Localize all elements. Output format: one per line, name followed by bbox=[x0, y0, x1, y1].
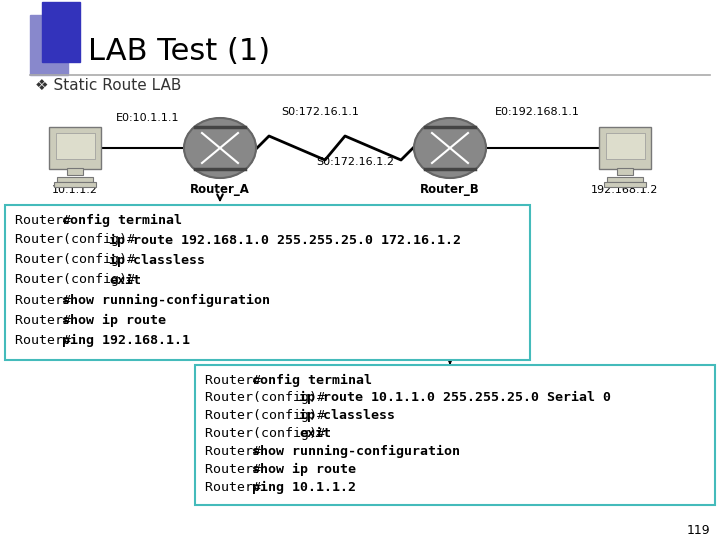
Text: Router(config)#: Router(config)# bbox=[205, 427, 333, 440]
Text: E0:192.168.1.1: E0:192.168.1.1 bbox=[495, 107, 580, 117]
Text: 119: 119 bbox=[686, 523, 710, 537]
FancyBboxPatch shape bbox=[5, 205, 530, 360]
Text: Router#: Router# bbox=[205, 374, 269, 387]
Bar bbox=[42, 2, 80, 62]
Ellipse shape bbox=[414, 118, 486, 178]
Text: show running-configuration: show running-configuration bbox=[252, 445, 460, 458]
Text: show running-configuration: show running-configuration bbox=[62, 293, 270, 307]
Text: Router#: Router# bbox=[15, 334, 79, 347]
FancyBboxPatch shape bbox=[57, 177, 93, 182]
Text: Router#: Router# bbox=[15, 213, 79, 226]
Text: Router#: Router# bbox=[205, 481, 269, 494]
Text: Router#: Router# bbox=[15, 314, 79, 327]
Text: LAB Test (1): LAB Test (1) bbox=[88, 37, 270, 66]
Text: Router#: Router# bbox=[205, 445, 269, 458]
Text: Router_B: Router_B bbox=[420, 184, 480, 197]
Text: ip classless: ip classless bbox=[109, 253, 205, 267]
FancyBboxPatch shape bbox=[604, 182, 646, 187]
Text: Router#: Router# bbox=[205, 463, 269, 476]
FancyBboxPatch shape bbox=[606, 133, 644, 159]
Text: Router(config)#: Router(config)# bbox=[205, 392, 333, 404]
Text: show ip route: show ip route bbox=[252, 463, 356, 476]
FancyBboxPatch shape bbox=[67, 168, 83, 175]
Text: ping 192.168.1.1: ping 192.168.1.1 bbox=[62, 334, 190, 347]
FancyBboxPatch shape bbox=[54, 182, 96, 187]
FancyBboxPatch shape bbox=[607, 177, 643, 182]
Text: ip classless: ip classless bbox=[300, 409, 395, 422]
Text: exit: exit bbox=[109, 273, 141, 287]
FancyBboxPatch shape bbox=[599, 127, 651, 169]
FancyBboxPatch shape bbox=[617, 168, 633, 175]
Text: S0:172.16.1.2: S0:172.16.1.2 bbox=[316, 157, 394, 167]
FancyBboxPatch shape bbox=[55, 133, 94, 159]
Text: Router(config)#: Router(config)# bbox=[15, 273, 143, 287]
Text: S0:172.16.1.1: S0:172.16.1.1 bbox=[281, 107, 359, 117]
FancyBboxPatch shape bbox=[49, 127, 101, 169]
Text: exit: exit bbox=[300, 427, 331, 440]
Text: 192.168.1.2: 192.168.1.2 bbox=[591, 185, 659, 195]
Text: config terminal: config terminal bbox=[252, 374, 372, 387]
Text: ❖ Static Route LAB: ❖ Static Route LAB bbox=[35, 78, 181, 92]
Text: show ip route: show ip route bbox=[62, 313, 166, 327]
Text: config terminal: config terminal bbox=[62, 213, 182, 227]
Text: Router#: Router# bbox=[15, 294, 79, 307]
Text: Router(config)#: Router(config)# bbox=[205, 409, 333, 422]
Text: Router_A: Router_A bbox=[190, 184, 250, 197]
Text: 10.1.1.2: 10.1.1.2 bbox=[52, 185, 98, 195]
Ellipse shape bbox=[184, 118, 256, 178]
Text: Router(config)#: Router(config)# bbox=[15, 253, 143, 267]
Text: ping 10.1.1.2: ping 10.1.1.2 bbox=[252, 481, 356, 494]
Bar bbox=[30, 15, 68, 75]
FancyBboxPatch shape bbox=[195, 365, 715, 505]
Text: ip route 192.168.1.0 255.255.25.0 172.16.1.2: ip route 192.168.1.0 255.255.25.0 172.16… bbox=[109, 233, 462, 247]
Text: ip route 10.1.1.0 255.255.25.0 Serial 0: ip route 10.1.1.0 255.255.25.0 Serial 0 bbox=[300, 392, 611, 404]
Text: Router(config)#: Router(config)# bbox=[15, 233, 143, 246]
Text: E0:10.1.1.1: E0:10.1.1.1 bbox=[116, 113, 179, 123]
